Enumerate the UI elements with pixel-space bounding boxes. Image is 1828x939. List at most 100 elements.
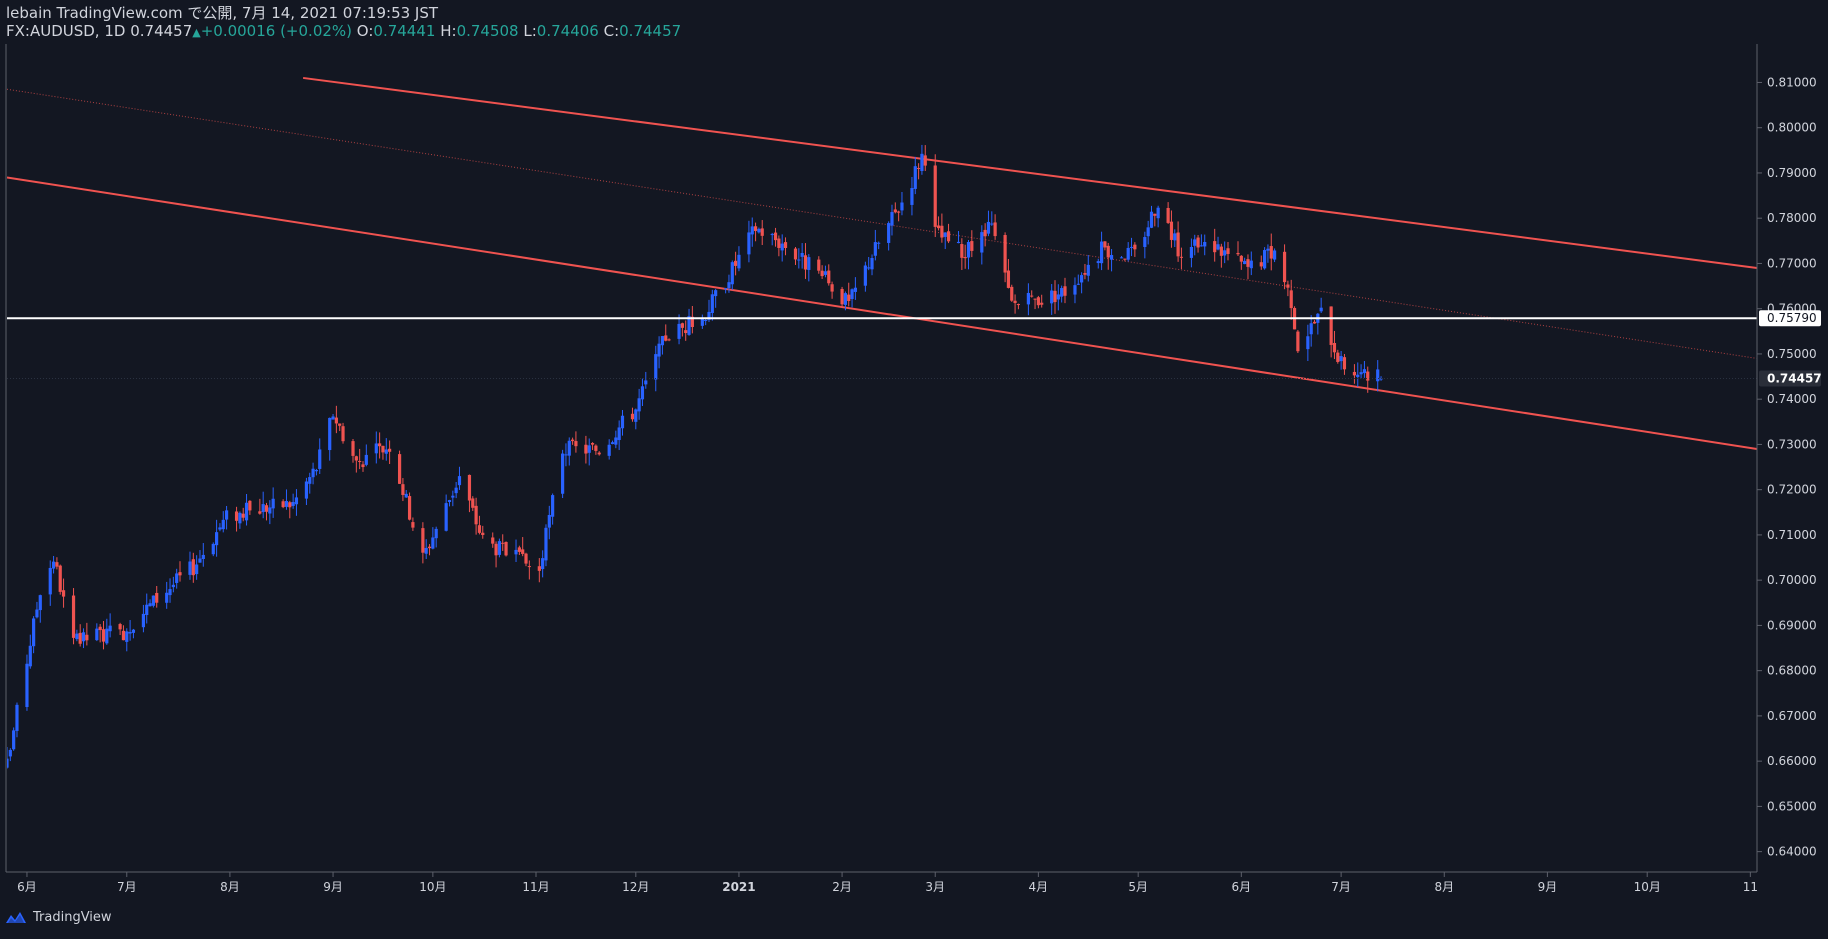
y-tick-label: 0.80000 (1767, 121, 1817, 135)
candle-body (1013, 300, 1017, 304)
candle-body (1259, 262, 1263, 267)
candle-body (684, 330, 688, 334)
candle (318, 438, 322, 475)
candle (1053, 280, 1057, 314)
candle-body (241, 513, 245, 518)
candle-body (15, 704, 19, 731)
candle (847, 282, 851, 307)
candle-body (361, 464, 365, 468)
candle (817, 256, 821, 274)
candle-body (155, 592, 159, 603)
candle-body (1286, 284, 1290, 288)
candle (501, 534, 505, 551)
candle-body (38, 595, 42, 611)
candle (637, 388, 641, 420)
candle (361, 461, 365, 472)
candle (777, 235, 781, 257)
candle-body (1226, 248, 1230, 254)
candle (1226, 242, 1230, 261)
candle-body (873, 242, 877, 256)
candle (171, 576, 175, 593)
candle-body (1169, 221, 1174, 240)
candle-body (936, 225, 941, 229)
candle-body (1129, 246, 1134, 248)
candle-body (1213, 241, 1217, 253)
x-tick-label: 10月 (419, 880, 446, 894)
candle (1080, 272, 1084, 294)
candle (1013, 294, 1017, 314)
footer: TradingView (5, 910, 112, 925)
y-tick-label: 0.77000 (1767, 256, 1817, 270)
candle-body (687, 316, 691, 335)
candle-body (145, 604, 149, 616)
candle-body (268, 507, 272, 514)
candle (923, 145, 927, 172)
candle (25, 654, 29, 711)
candle (218, 523, 222, 532)
candle (497, 538, 501, 558)
candle-body (431, 537, 435, 549)
candle (584, 435, 588, 464)
candle-body (284, 501, 289, 507)
candle-body (584, 444, 588, 454)
x-tick-label: 3月 (925, 880, 945, 894)
candle-body (570, 439, 575, 442)
y-tick-label: 0.73000 (1767, 437, 1817, 451)
candle (108, 613, 112, 638)
candle (1239, 255, 1243, 270)
candle (118, 622, 122, 636)
candle (12, 727, 16, 751)
candle (404, 490, 408, 498)
candle-body (783, 242, 788, 248)
candle (527, 560, 531, 580)
candle (1362, 360, 1367, 378)
candle (1056, 284, 1060, 311)
candle (1010, 284, 1014, 302)
last-price-label-bg (1759, 370, 1821, 387)
candle (241, 507, 245, 522)
candle-body (504, 541, 508, 556)
candle-body (830, 284, 834, 292)
candle-body (1199, 245, 1203, 247)
candle (800, 243, 804, 269)
candle (121, 625, 126, 641)
candle-body (215, 532, 219, 546)
candle-body (258, 511, 262, 514)
candle-body (920, 153, 924, 172)
candle (660, 335, 665, 355)
x-tick-label: 9月 (323, 880, 343, 894)
candle (411, 517, 415, 531)
candle (1123, 258, 1127, 262)
candle-body (887, 223, 891, 243)
candle (587, 438, 591, 466)
candle-body (1196, 237, 1200, 248)
candle (564, 443, 568, 467)
candle (145, 593, 149, 624)
candle-body (98, 626, 102, 631)
candle (1119, 256, 1124, 259)
candle (261, 491, 265, 519)
candle-body (983, 229, 987, 237)
candle-body (28, 645, 32, 667)
candle (1086, 255, 1090, 282)
candle-body (51, 561, 56, 569)
candle-body (384, 449, 388, 454)
candle-body (1362, 369, 1367, 374)
candle (916, 163, 921, 180)
x-tick-label: 4月 (1029, 880, 1049, 894)
candle (634, 408, 638, 430)
candle (234, 506, 239, 532)
candle-body (427, 546, 432, 549)
candle (141, 604, 146, 633)
candle (7, 746, 9, 769)
candle (1223, 241, 1227, 264)
candle (747, 220, 751, 263)
candle-body (224, 510, 229, 520)
candle-body (773, 232, 778, 241)
candle (1352, 364, 1357, 384)
candle-body (823, 271, 828, 275)
candle (1129, 237, 1134, 257)
candle (284, 489, 289, 510)
candle-body (827, 270, 831, 284)
